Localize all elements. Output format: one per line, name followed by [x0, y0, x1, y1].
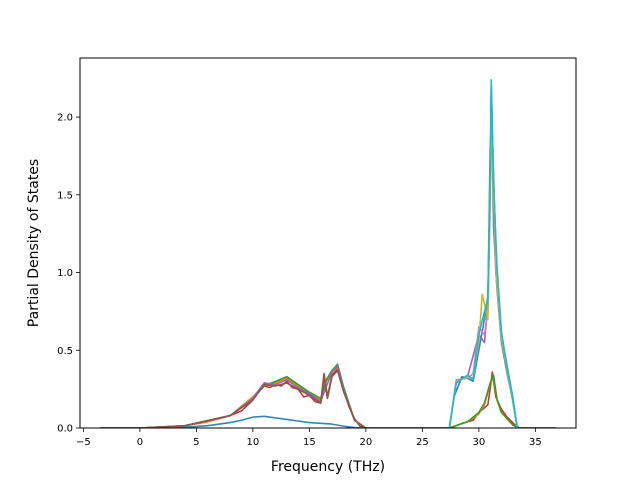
y-tick-label: 0.0 [57, 424, 73, 435]
y-tick-label: 1.5 [57, 190, 73, 201]
x-tick-label: 25 [416, 437, 429, 448]
x-tick-label: 35 [529, 437, 542, 448]
series-line-8 [448, 78, 519, 428]
y-axis-label: Partial Density of States [26, 159, 42, 327]
x-axis-ticks: −5 0 5 10 15 20 25 30 35 [76, 428, 542, 448]
y-tick-label: 1.0 [57, 268, 73, 279]
series-group [100, 78, 556, 428]
axes-frame [79, 57, 577, 429]
series-line-9 [100, 369, 367, 428]
plot-area [79, 57, 577, 429]
y-axis-ticks: 0.0 0.5 1.0 1.5 2.0 [57, 113, 80, 435]
x-tick-label: 0 [137, 437, 143, 448]
y-tick-label: 0.5 [57, 346, 73, 357]
y-tick-label: 2.0 [57, 113, 73, 124]
x-tick-label: 20 [359, 437, 372, 448]
x-tick-label: 15 [303, 437, 316, 448]
x-axis-label: Frequency (THz) [271, 459, 385, 475]
x-tick-label: 5 [193, 437, 199, 448]
x-tick-label: 10 [246, 437, 259, 448]
x-tick-label: −5 [76, 437, 91, 448]
x-tick-label: 30 [472, 437, 485, 448]
